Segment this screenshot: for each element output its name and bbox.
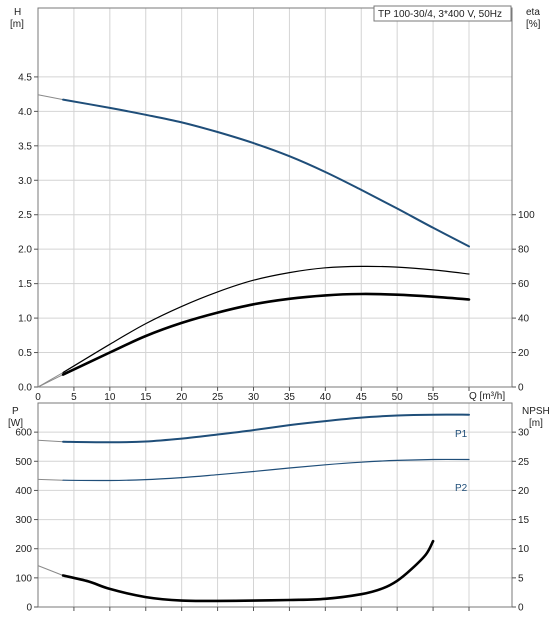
y-right-tick-label: 10 (518, 544, 530, 555)
series-line-0-1 (62, 265, 470, 374)
y-left-tick-label: 0 (26, 603, 32, 614)
series-extrapolation (37, 478, 64, 481)
x-tick-label: 50 (392, 392, 404, 403)
x-tick-label: 35 (284, 392, 296, 403)
top-chart-grid (38, 8, 512, 387)
y-left-tick-label: 3.5 (18, 141, 32, 152)
chart-title: TP 100-30/4, 3*400 V, 50Hz (378, 9, 502, 20)
y-left-tick-label: 300 (15, 515, 32, 526)
y-right-tick-label: 0 (518, 383, 524, 394)
series-line-0-2 (61, 292, 471, 376)
y-left-tick-label: 1.0 (18, 314, 32, 325)
x-tick-label: 20 (176, 392, 188, 403)
x-tick-label: 25 (212, 392, 224, 403)
chart-title-box (373, 5, 512, 22)
y-left-tick-label: 4.0 (18, 107, 32, 118)
series-line-1-1 (62, 458, 470, 482)
y-right-tick-label: 15 (518, 515, 530, 526)
bottom-chart-ticks: 0 100 200 300 400 500 600 0 5 10 15 20 25 30 (15, 428, 529, 614)
y-left-tick-label: 400 (15, 486, 32, 497)
series-extrapolation (37, 374, 64, 388)
legend-p2: P2 (455, 483, 468, 494)
top-chart-series (37, 94, 471, 388)
y-right-tick-label: 60 (518, 279, 530, 290)
bottom-chart-frame (37, 402, 513, 608)
x-tick-label: 10 (104, 392, 116, 403)
bottom-chart-series (37, 413, 470, 603)
y-left-tick-label: 2.5 (18, 210, 32, 221)
top-chart-frame (37, 7, 513, 388)
bottom-chart-grid (38, 403, 512, 607)
top-chart-ticks: 0.0 0.5 1.0 1.5 2.0 2.5 3.0 3.5 4.0 4.5 0 20 40 60 80 1… (18, 72, 535, 403)
y-left-tick-label: 0.5 (18, 348, 32, 359)
top-left-axis-label-unit: [m] (10, 19, 24, 30)
x-tick-label: 15 (140, 392, 152, 403)
bottom-left-axis-label-unit: [W] (8, 418, 23, 429)
y-right-tick-label: 20 (518, 486, 530, 497)
series-line-0-0 (62, 98, 470, 248)
y-right-tick-label: 100 (518, 210, 535, 221)
y-left-tick-label: 500 (15, 457, 32, 468)
x-tick-label: 5 (71, 392, 77, 403)
y-left-tick-label: 600 (15, 428, 32, 439)
legend-p1: P1 (455, 429, 468, 440)
y-right-tick-label: 80 (518, 245, 530, 256)
y-right-tick-label: 40 (518, 314, 530, 325)
x-axis-label: Q [m³/h] (469, 391, 505, 402)
y-left-tick-label: 1.5 (18, 279, 32, 290)
y-right-tick-label: 25 (518, 457, 530, 468)
top-right-axis-label-unit: [%] (526, 19, 541, 30)
series-extrapolation (37, 565, 64, 576)
x-tick-label: 30 (248, 392, 260, 403)
y-right-tick-label: 20 (518, 348, 530, 359)
y-left-tick-label: 2.0 (18, 245, 32, 256)
bottom-left-axis-label-symbol: P (12, 406, 19, 417)
x-tick-label: 55 (428, 392, 440, 403)
top-left-axis-label-symbol: H (14, 7, 21, 18)
x-tick-label: 45 (356, 392, 368, 403)
top-right-axis-label-symbol: eta (526, 7, 540, 18)
y-right-tick-label: 30 (518, 428, 530, 439)
y-left-tick-label: 4.5 (18, 72, 32, 83)
series-line-1-2 (61, 539, 435, 603)
series-extrapolation (37, 439, 64, 443)
y-left-tick-label: 3.0 (18, 176, 32, 187)
y-left-tick-label: 0.0 (18, 383, 32, 394)
series-extrapolation (37, 94, 64, 101)
bottom-right-axis-label-symbol: NPSH (522, 406, 550, 417)
y-left-tick-label: 100 (15, 573, 32, 584)
x-tick-label: 0 (35, 392, 41, 403)
series-line-1-0 (62, 413, 470, 444)
y-right-tick-label: 0 (518, 603, 524, 614)
x-tick-label: 40 (320, 392, 332, 403)
y-left-tick-label: 200 (15, 544, 32, 555)
bottom-right-axis-label-unit: [m] (529, 418, 543, 429)
y-right-tick-label: 5 (518, 573, 524, 584)
